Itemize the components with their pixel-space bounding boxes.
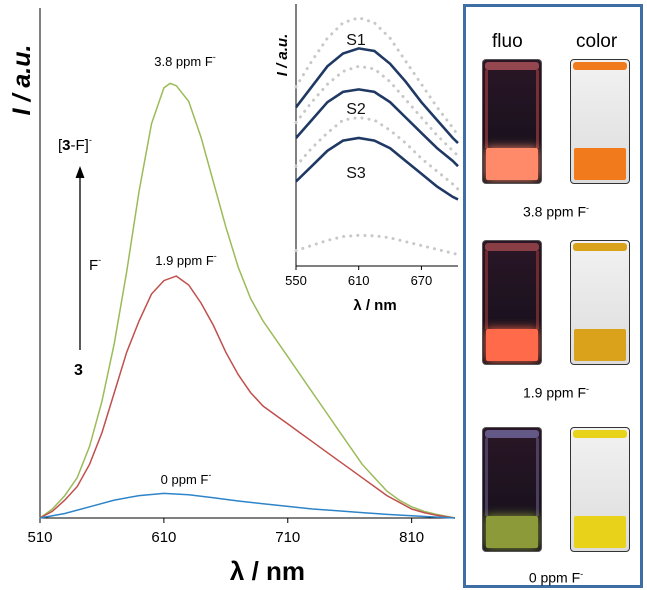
main-y-axis-label: I / a.u.: [8, 45, 36, 116]
inset-background: [296, 4, 458, 266]
inset-x-tick-label: 550: [285, 273, 307, 288]
inset-series-line-1: [295, 88, 459, 168]
annotation-f: F: [89, 257, 98, 274]
inset-x-axis-label: λ / nm: [353, 297, 396, 314]
fluo-vial-row-3: [482, 427, 542, 552]
inset-series-line-2: [295, 136, 459, 201]
fluo-vial-row-1: [482, 59, 542, 184]
series-label-text: 1.9 ppm F: [155, 253, 214, 268]
inset-axes: [295, 4, 458, 270]
main-x-axis-label: λ / nm: [230, 556, 305, 586]
inset-series-label-1: S2: [346, 101, 366, 118]
photo-panel: fluo color 3.8 ppm F- 1.9 ppm F- 0 ppm F…: [463, 4, 643, 588]
main-x-tick-label: 610: [151, 529, 176, 546]
annotation-fluoride: F-: [89, 255, 101, 274]
annotation-rest: -F]: [71, 137, 89, 154]
vial-caption-row-3: 0 ppm F-: [528, 569, 584, 586]
inset-series-label-2: S3: [346, 165, 366, 182]
series-label-sup: -: [208, 470, 211, 480]
inset-series-line-5: [294, 115, 460, 191]
vial-caption-row-2: 1.9 ppm F-: [522, 384, 590, 401]
series-label-text: 0 ppm F: [161, 472, 209, 487]
inset-x-tick-label: 670: [411, 273, 433, 288]
main-x-tick-label: 710: [275, 529, 300, 546]
series-line-1: [39, 275, 456, 519]
vial-caption-row-1: 3.8 ppm F-: [522, 203, 590, 220]
series-label-0: 3.8 ppm F-: [154, 52, 216, 69]
annotation-sup: -: [89, 135, 92, 145]
main-x-tick-label: 810: [399, 529, 424, 546]
annotation-f-sup: -: [98, 255, 101, 265]
inset-x-tick-label: 610: [348, 273, 370, 288]
inset-series-line-0: [294, 47, 459, 145]
annotation-compound-3: 3: [74, 362, 83, 379]
annotation-bold-3: 3: [62, 137, 70, 154]
reaction-arrow-head: [75, 166, 85, 178]
inset-series-lines: [294, 16, 460, 256]
column-label-fluo: fluo: [492, 31, 523, 52]
fluo-vial-row-2: [482, 240, 542, 365]
series-label-2: 0 ppm F-: [161, 470, 212, 487]
annotation-bracket: [: [58, 137, 63, 154]
inset-y-axis-label: I / a.u.: [274, 34, 291, 77]
series-line-2: [39, 492, 456, 519]
main-axes: [39, 8, 455, 523]
series-line-0: [39, 82, 456, 519]
main-x-tick-label: 510: [27, 529, 52, 546]
color-vial-row-2: [570, 240, 630, 365]
main-series-lines: [39, 82, 456, 519]
inset-series-label-0: S1: [346, 32, 366, 49]
column-label-color: color: [576, 31, 618, 52]
inset-chart-text: 550 610 670 λ / nm I / a.u. S1 S2 S3: [274, 32, 432, 314]
series-label-sup: -: [214, 251, 217, 261]
series-label-sup: -: [213, 52, 216, 62]
series-label-text: 3.8 ppm F: [154, 54, 213, 69]
color-vial-row-1: [570, 59, 630, 184]
color-vial-row-3: [570, 427, 630, 552]
series-label-1: 1.9 ppm F-: [155, 251, 217, 268]
inset-series-line-4: [294, 64, 460, 158]
annotation-product: [3-F]-: [58, 135, 92, 154]
